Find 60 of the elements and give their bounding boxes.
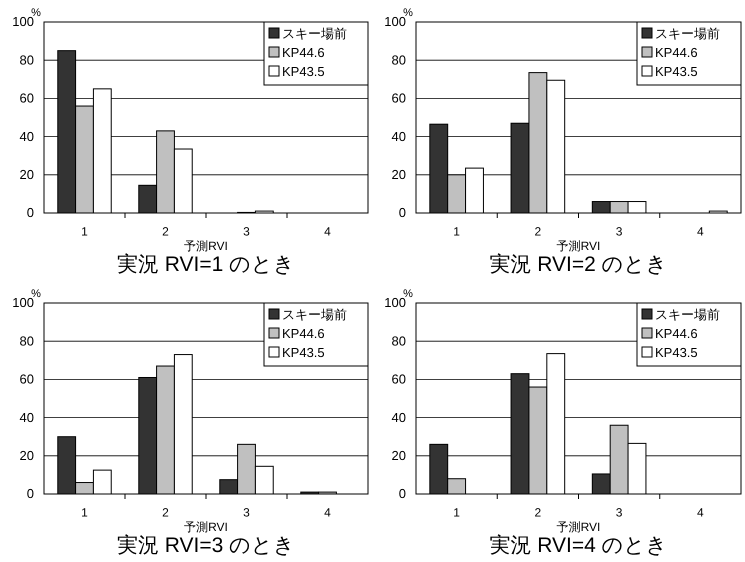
y-tick-label: 0 (398, 486, 406, 502)
text: 実況 RVI=4 のとき (489, 534, 668, 557)
legend-label: KP43.5 (655, 64, 698, 79)
text: 実況 RVI=3 のとき (116, 534, 296, 557)
legend-label: スキー場前 (655, 307, 720, 322)
y-tick-label: 60 (392, 90, 406, 106)
x-tick-label: 4 (697, 506, 704, 520)
y-tick-label: 80 (20, 52, 34, 68)
x-tick-label: 4 (697, 224, 704, 239)
y-tick-label: 40 (392, 410, 406, 425)
y-tick-label: 60 (20, 90, 34, 106)
legend-label: KP43.5 (282, 64, 325, 79)
y-tick-label: 80 (392, 333, 406, 348)
y-tick-label: 40 (20, 410, 34, 425)
y-tick-label: 20 (20, 166, 34, 182)
x-axis-title: 予測RVI (556, 239, 600, 253)
x-tick-label: 2 (534, 506, 542, 520)
x-tick-label: 1 (81, 506, 88, 520)
y-tick-label: 60 (20, 372, 34, 387)
legend-label: スキー場前 (282, 26, 347, 41)
x-tick-label: 1 (453, 224, 460, 239)
x-tick-label: 4 (324, 506, 332, 520)
x-axis-title: 予測RVI (556, 520, 600, 534)
y-tick-label: 80 (20, 333, 34, 348)
legend-label: KP44.6 (655, 45, 698, 60)
legend-label: KP44.6 (282, 326, 325, 341)
text: 実況 RVI=2 のとき (489, 253, 668, 276)
x-tick-label: 3 (616, 506, 623, 520)
y-tick-label: 60 (392, 372, 406, 387)
legend-label: スキー場前 (655, 26, 720, 41)
legend-label: KP43.5 (282, 345, 325, 360)
x-tick-label: 2 (534, 224, 542, 239)
x-tick-label: 4 (324, 224, 332, 239)
y-tick-label: 20 (392, 166, 406, 182)
legend-label: スキー場前 (282, 307, 347, 322)
x-tick-label: 1 (81, 224, 88, 239)
x-tick-label: 3 (616, 224, 623, 239)
legend-label: KP44.6 (282, 45, 325, 60)
y-tick-label: 0 (398, 205, 406, 220)
y-tick-label: 0 (26, 205, 34, 220)
x-tick-label: 3 (243, 224, 250, 239)
x-axis-title: 予測RVI (184, 239, 228, 253)
y-tick-label: 0 (26, 486, 34, 502)
y-tick-label: 20 (20, 448, 34, 463)
y-tick-label: 40 (20, 128, 34, 144)
legend-label: KP44.6 (655, 326, 698, 341)
x-tick-label: 1 (453, 506, 460, 520)
y-tick-label: 100 (384, 14, 406, 30)
x-tick-label: 2 (162, 506, 170, 520)
y-tick-label: 80 (392, 52, 406, 68)
text: 実況 RVI=1 のとき (116, 253, 296, 276)
y-tick-label: 100 (12, 295, 34, 310)
x-tick-label: 3 (243, 506, 250, 520)
x-tick-label: 2 (162, 224, 170, 239)
legend-label: KP43.5 (655, 345, 698, 360)
y-tick-label: 20 (392, 448, 406, 463)
y-tick-label: 100 (12, 14, 34, 30)
y-tick-label: 40 (392, 128, 406, 144)
y-tick-label: 100 (384, 295, 406, 310)
x-axis-title: 予測RVI (184, 520, 228, 534)
